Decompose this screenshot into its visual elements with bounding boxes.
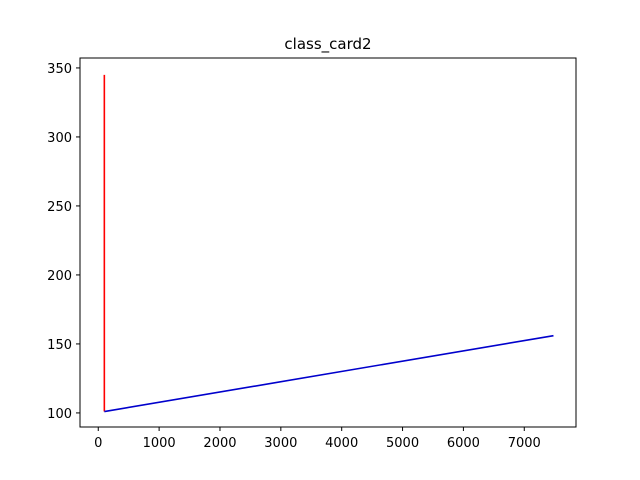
y-tick-label: 150 bbox=[47, 338, 72, 353]
chart-title: class_card2 bbox=[284, 35, 371, 54]
y-tick-label: 350 bbox=[47, 62, 72, 77]
x-tick-label: 5000 bbox=[386, 436, 419, 451]
y-tick-label: 200 bbox=[47, 269, 72, 284]
y-axis: 100 150 200 250 300 350 bbox=[47, 62, 80, 422]
x-tick-label: 7000 bbox=[508, 436, 541, 451]
plot-frame bbox=[79, 57, 577, 428]
y-tick-label: 100 bbox=[47, 407, 72, 422]
x-tick-label: 2000 bbox=[203, 436, 236, 451]
series-line-2 bbox=[104, 334, 554, 413]
x-tick-label: 1000 bbox=[143, 436, 176, 451]
y-tick-label: 300 bbox=[47, 131, 72, 146]
series-layer bbox=[103, 74, 554, 413]
x-tick-label: 3000 bbox=[264, 436, 297, 451]
x-tick-label: 0 bbox=[94, 436, 102, 451]
x-tick-label: 6000 bbox=[447, 436, 480, 451]
x-axis: 0 1000 2000 3000 4000 5000 6000 7000 bbox=[94, 427, 541, 451]
x-tick-label: 4000 bbox=[325, 436, 358, 451]
y-tick-label: 250 bbox=[47, 200, 72, 215]
